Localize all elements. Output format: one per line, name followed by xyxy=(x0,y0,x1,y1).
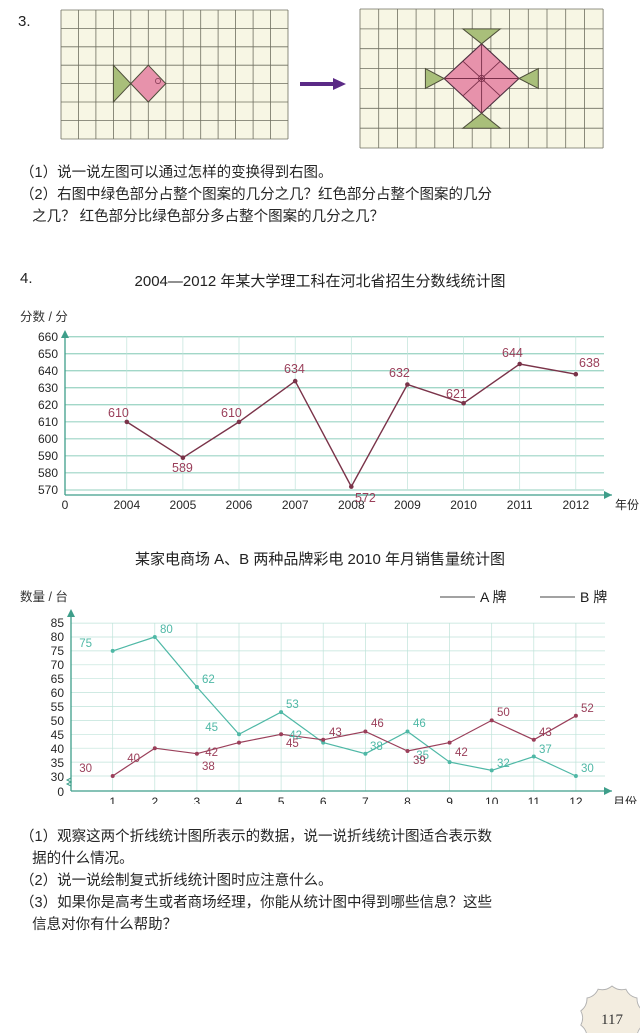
svg-text:117: 117 xyxy=(601,1012,623,1028)
